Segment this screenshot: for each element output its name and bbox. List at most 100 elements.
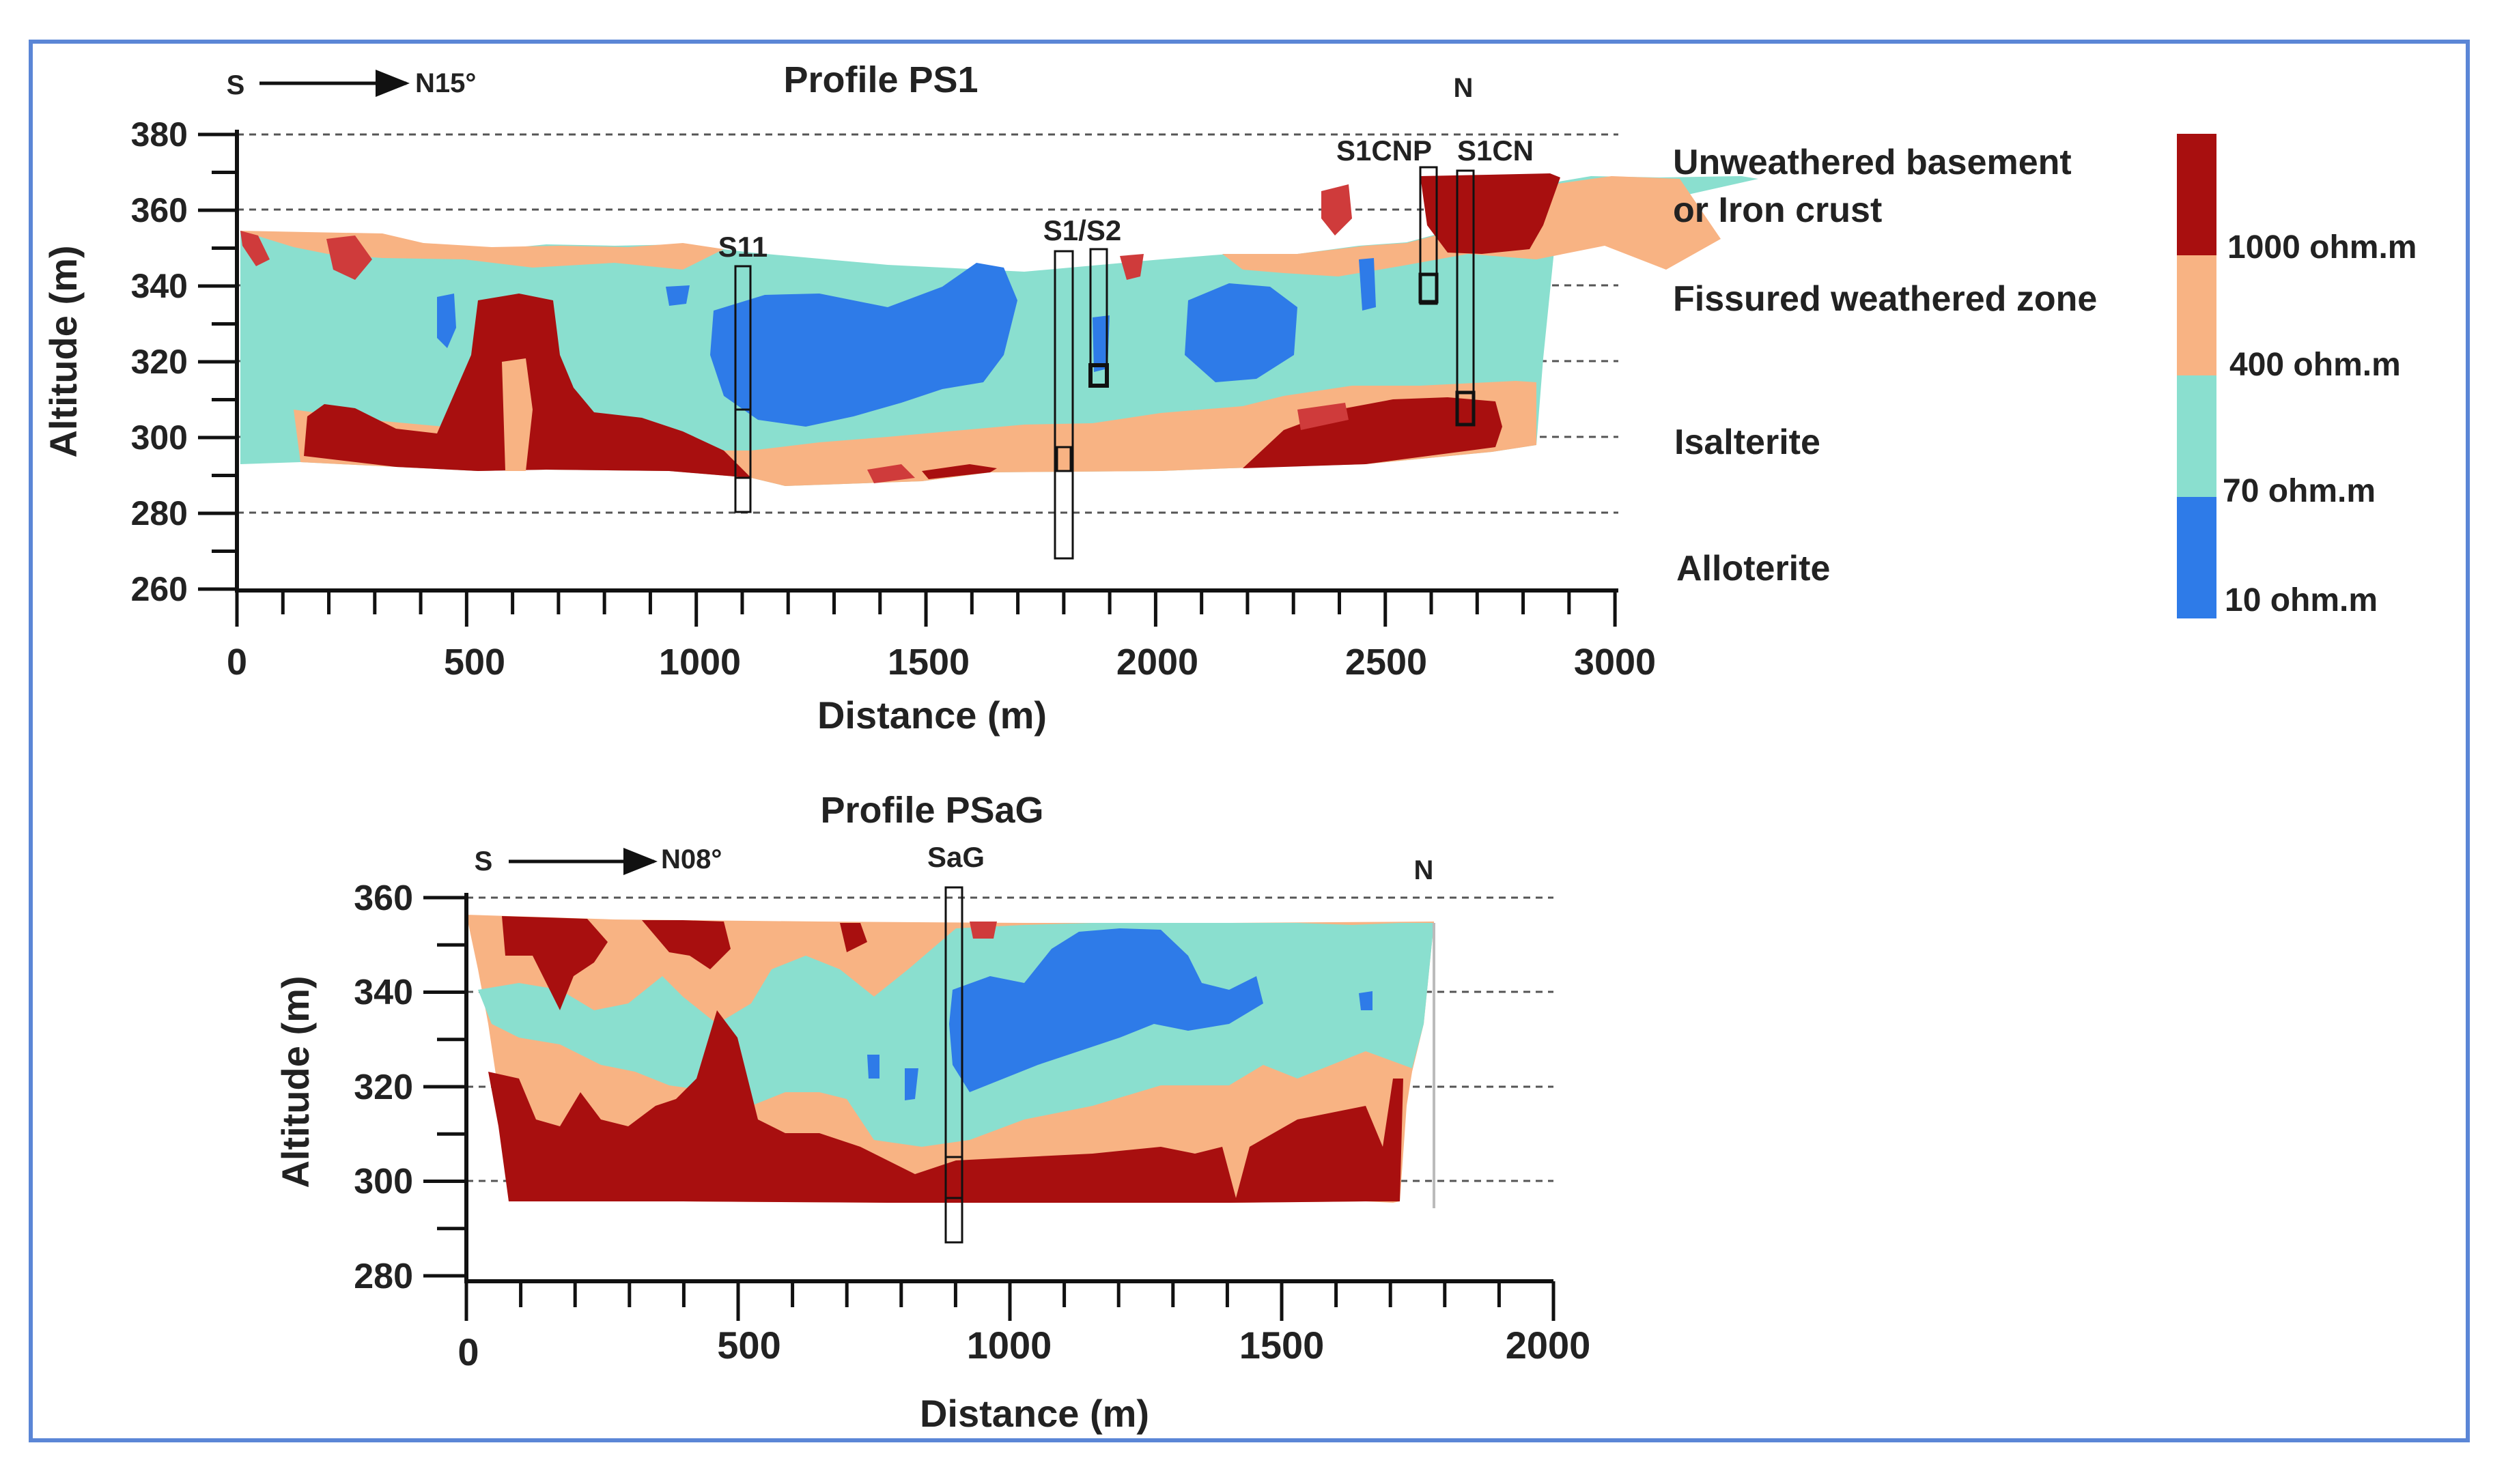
label-s1-s2: S1/S2 bbox=[1043, 214, 1121, 246]
legend-1000: 1000 ohm.m bbox=[2227, 229, 2417, 266]
ps1-y-axis-label: Altitude (m) bbox=[42, 245, 85, 457]
ps1-north-label: N bbox=[1454, 73, 1474, 103]
ps1-very-high-top-right bbox=[1420, 173, 1560, 254]
psag-resistivity-section bbox=[466, 915, 1435, 1208]
legend-labels: 1000 ohm.m 400 ohm.m 70 ohm.m 10 ohm.m bbox=[2223, 229, 2417, 618]
ps1-mid-high-spot-b bbox=[240, 231, 270, 266]
legend-swatch-low bbox=[2177, 497, 2216, 618]
legend-10: 10 ohm.m bbox=[2225, 582, 2378, 618]
legend-400: 400 ohm.m bbox=[2229, 347, 2401, 383]
psag-y-tick-300: 300 bbox=[354, 1162, 413, 1201]
ps1-x-tick-2000: 2000 bbox=[1116, 642, 1198, 683]
ps1-y-tick-360: 360 bbox=[131, 191, 188, 229]
borehole-s1cnp bbox=[1419, 166, 1438, 305]
borehole-s11 bbox=[734, 265, 752, 513]
ps1-mid-high-spot-a bbox=[326, 236, 372, 280]
legend-swatch-mid bbox=[2177, 375, 2216, 497]
psag-x-tick-500: 500 bbox=[717, 1324, 780, 1367]
ps1-boreholes bbox=[734, 166, 1476, 560]
ps1-high-inset bbox=[502, 358, 533, 471]
ps1-y-tick-380: 380 bbox=[131, 115, 188, 154]
legend-swatch-very-high bbox=[2177, 134, 2216, 255]
psag-mid-high-spot bbox=[970, 922, 997, 939]
psag-very-high-top-c bbox=[840, 923, 867, 952]
profile-ps1: 380 360 340 320 300 280 260 0 500 1000 1… bbox=[42, 59, 1758, 737]
ps1-y-tick-labels: 380 360 340 320 300 280 260 bbox=[131, 115, 188, 608]
borehole-s1-screen bbox=[1056, 446, 1072, 472]
ps1-x-tick-2500: 2500 bbox=[1345, 642, 1427, 683]
ps1-direction-start: S bbox=[227, 70, 245, 100]
borehole-s11-screen bbox=[734, 408, 752, 479]
ps1-x-tick-labels: 0 500 1000 1500 2000 2500 3000 bbox=[227, 642, 1656, 683]
psag-x-axis-label: Distance (m) bbox=[920, 1392, 1149, 1435]
ps1-low-zone-small-b bbox=[666, 285, 690, 306]
ps1-mid-high-spot-f bbox=[1297, 403, 1349, 430]
ps1-y-tick-320: 320 bbox=[131, 343, 188, 381]
psag-direction-end: N08° bbox=[661, 844, 722, 874]
psag-direction-start: S bbox=[475, 846, 493, 876]
psag-low-spot-c bbox=[867, 1055, 879, 1079]
psag-y-tick-360: 360 bbox=[354, 879, 413, 918]
ps1-low-zone-small-c bbox=[1093, 315, 1110, 372]
borehole-s1cnp-screen bbox=[1418, 272, 1439, 304]
ps1-y-tick-340: 340 bbox=[131, 267, 188, 305]
zone-isalterite: Isalterite bbox=[1674, 423, 1820, 462]
ps1-direction-end: N15° bbox=[415, 68, 476, 98]
psag-x-tick-1000: 1000 bbox=[967, 1324, 1052, 1367]
psag-title: Profile PSaG bbox=[820, 790, 1043, 831]
ps1-y-tick-300: 300 bbox=[131, 418, 188, 457]
zone-alloterite: Alloterite bbox=[1676, 549, 1830, 588]
label-s11: S11 bbox=[718, 231, 768, 263]
ps1-mid-high-spot-c bbox=[1120, 254, 1144, 280]
psag-north-label: N bbox=[1414, 855, 1434, 885]
psag-y-axis-label: Altitude (m) bbox=[274, 975, 317, 1188]
ps1-x-axis-label: Distance (m) bbox=[817, 694, 1047, 737]
ps1-low-zone-small-a bbox=[437, 294, 456, 348]
psag-x-tick-0: 0 bbox=[457, 1330, 479, 1373]
ps1-y-tick-280: 280 bbox=[131, 494, 188, 532]
legend: 1000 ohm.m 400 ohm.m 70 ohm.m 10 ohm.m bbox=[2177, 134, 2417, 618]
ps1-mid-high-spot-d bbox=[1321, 184, 1352, 236]
psag-y-ticks bbox=[423, 896, 466, 1278]
ps1-resistivity-section bbox=[240, 173, 1758, 486]
legend-swatch-high bbox=[2177, 255, 2216, 375]
ps1-low-zone-right bbox=[1185, 283, 1297, 382]
profile-psag: 360 340 320 300 280 0 500 1000 1500 2000… bbox=[274, 790, 1590, 1435]
borehole-sag-screen bbox=[944, 1156, 963, 1199]
ps1-title: Profile PS1 bbox=[783, 59, 978, 100]
borehole-s1 bbox=[1054, 250, 1074, 560]
label-s1cn: S1CN bbox=[1457, 134, 1534, 167]
psag-y-tick-320: 320 bbox=[354, 1068, 413, 1107]
label-sag: SaG bbox=[927, 841, 985, 873]
psag-low-spot-a bbox=[905, 1068, 918, 1100]
zone-labels: Unweathered basement or Iron crust Fissu… bbox=[1673, 143, 2097, 588]
ps1-y-ticks bbox=[198, 132, 237, 591]
psag-x-tick-1500: 1500 bbox=[1239, 1324, 1325, 1367]
ps1-mid-high-spot-e bbox=[867, 464, 915, 483]
psag-very-high-top-a bbox=[502, 916, 608, 1010]
borehole-s2-screen bbox=[1088, 363, 1109, 388]
ps1-very-high-right bbox=[1243, 397, 1502, 468]
label-s1cnp: S1CNP bbox=[1336, 134, 1432, 167]
psag-x-ticks bbox=[464, 1281, 1555, 1321]
borehole-s1cn-screen bbox=[1455, 390, 1476, 427]
ps1-x-tick-3000: 3000 bbox=[1574, 642, 1656, 683]
ps1-x-tick-1000: 1000 bbox=[659, 642, 741, 683]
psag-very-high-bottom bbox=[488, 1010, 1403, 1203]
ps1-x-tick-0: 0 bbox=[227, 642, 247, 683]
ps1-low-zone-main bbox=[710, 263, 1017, 427]
ps1-y-tick-260: 260 bbox=[131, 570, 188, 608]
psag-x-tick-2000: 2000 bbox=[1506, 1324, 1591, 1367]
psag-y-tick-340: 340 bbox=[354, 973, 413, 1012]
psag-y-tick-280: 280 bbox=[354, 1257, 413, 1296]
ps1-x-ticks bbox=[235, 590, 1617, 627]
zone-unweathered-2: or Iron crust bbox=[1673, 190, 1882, 230]
ps1-x-tick-1500: 1500 bbox=[888, 642, 970, 683]
psag-very-high-top-b bbox=[642, 920, 731, 969]
ps1-low-zone-small-d bbox=[1359, 258, 1376, 311]
zone-unweathered-1: Unweathered basement bbox=[1673, 143, 2072, 182]
legend-70: 70 ohm.m bbox=[2223, 473, 2376, 509]
psag-boreholes bbox=[944, 886, 963, 1244]
borehole-sag bbox=[944, 886, 963, 1244]
